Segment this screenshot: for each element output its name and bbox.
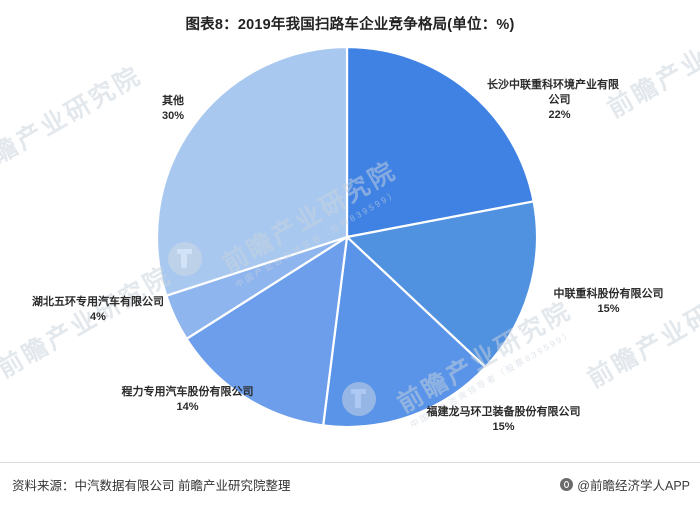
leader-line-wuhuan	[119, 333, 187, 340]
pie-label-name: 中联重科股份有限公司	[553, 288, 664, 300]
pie-chart-svg	[119, 45, 539, 429]
brand-name: @前瞻经济学人APP	[577, 479, 690, 493]
pie-label-name: 福建龙马环卫装备股份有限公司	[426, 406, 581, 418]
pie-slice-changsha-zoomlion[interactable]	[345, 45, 535, 239]
pie-slice-others[interactable]	[155, 45, 349, 298]
brand-credit: @前瞻经济学人APP	[560, 475, 690, 494]
pie-label-name: 其他	[162, 95, 184, 107]
pie-slices	[155, 45, 539, 429]
pie-slice-chengli[interactable]	[185, 234, 349, 427]
pie-label-chengli: 程力专用汽车股份有限公司 14%	[90, 385, 285, 415]
pie-slice-zoomlion[interactable]	[344, 200, 539, 369]
pie-label-changsha-zoomlion: 长沙中联重科环境产业有限 公司 22%	[487, 78, 672, 123]
page-title: 图表8：2019年我国扫路车企业竞争格局(单位：%)	[185, 17, 515, 33]
pie-label-pct: 15%	[492, 421, 515, 433]
pie-label-name: 长沙中联重科环境产业有限	[487, 79, 619, 91]
pie-label-pct: 22%	[548, 109, 571, 121]
pie-label-name: 程力专用汽车股份有限公司	[121, 386, 254, 398]
pie-label-pct: 15%	[597, 303, 620, 315]
pie-label-name: 湖北五环专用汽车有限公司	[32, 296, 164, 308]
at-circle-icon	[560, 478, 574, 491]
pie-label-name-line2: 公司	[548, 94, 571, 106]
footer-bar: 资料来源：中汽数据有限公司 前瞻产业研究院整理 @前瞻经济学人APP	[0, 462, 700, 505]
pie-label-zoomlion: 中联重科股份有限公司 15%	[531, 287, 686, 317]
pie-chart-area: 前瞻产业研究院 中国产业咨询领导者（股票839599） 前瞻产业研究院 中国产业…	[0, 1, 700, 454]
pie-label-wuhuan: 湖北五环专用汽车有限公司 4%	[8, 295, 188, 325]
pie-leader-lines	[119, 333, 187, 340]
pie-label-pct: 4%	[90, 311, 106, 323]
pie-slice-longma[interactable]	[321, 234, 488, 429]
pie-label-longma: 福建龙马环卫装备股份有限公司 15%	[396, 405, 611, 435]
pie-label-pct: 30%	[161, 110, 185, 122]
pie-label-pct: 14%	[176, 401, 199, 413]
pie-label-others: 其他 30%	[133, 94, 213, 124]
source-text: 资料来源：中汽数据有限公司 前瞻产业研究院整理	[12, 479, 291, 493]
